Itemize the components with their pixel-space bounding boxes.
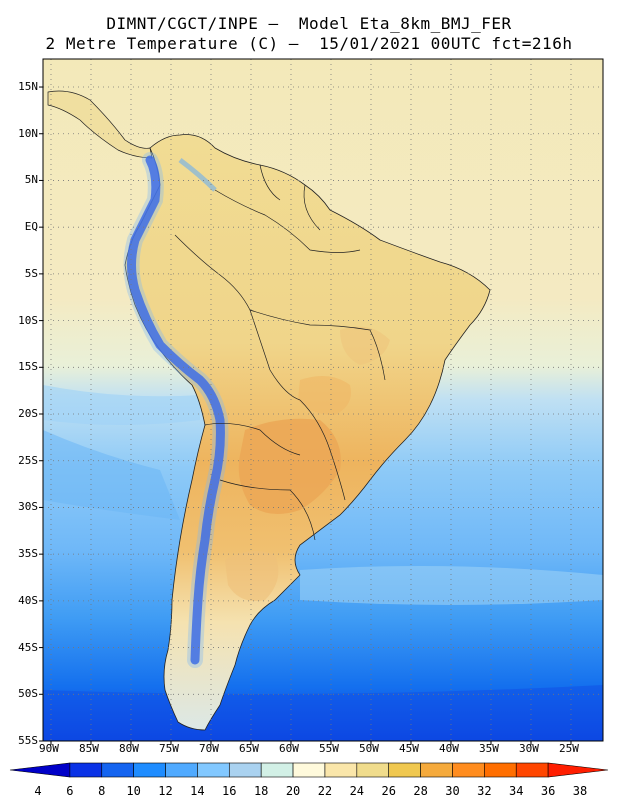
colorbar-tick-label: 20 [285,784,301,798]
colorbar-tick-label: 10 [126,784,141,798]
lat-lon-grid [39,59,603,745]
colorbar-tick-label: 24 [349,784,365,798]
lat-label: 45S [18,640,38,654]
colorbar-tick-label: 12 [158,784,173,798]
colorbar-tick-label: 22 [317,784,333,798]
colorbar-tick-label: 14 [190,784,205,798]
lat-label: 40S [18,593,38,607]
lon-label: 70W [199,742,219,755]
colorbar-segment [324,762,358,778]
lat-label: 5N [24,173,38,187]
lat-label: 10N [18,126,38,140]
lat-label: 5S [24,266,38,280]
warm-interior [238,418,341,514]
lon-label: 85W [79,742,99,755]
lon-label: 80W [119,742,139,755]
colorbar-segment [356,762,390,778]
lon-label: 55W [319,742,339,755]
lat-label: EQ [24,220,38,234]
colorbar-segment [388,762,421,778]
colorbar-segment [9,762,71,778]
colorbar-segment [484,762,517,778]
colorbar-segment [420,762,453,778]
colorbar-segment [515,762,549,778]
ocean-band-3 [300,566,603,605]
lon-label: 60W [279,742,299,755]
lon-label: 30W [519,742,539,755]
warm-interior-3 [340,326,390,365]
colorbar-tick-label: 4 [34,784,42,798]
colorbar-tick-label: 26 [381,784,396,798]
colorbar-segment [228,762,262,778]
colorbar-segment [101,762,134,778]
lon-label: 25W [559,742,579,755]
colorbar-tick-label: 8 [98,784,106,798]
colorbar-tick-label: 36 [540,784,556,798]
colorbar-tick-label: 32 [477,784,492,798]
andes-cool-margin [123,152,229,668]
colorbar-segment [133,762,166,778]
lat-label: 20S [18,407,38,420]
map-frame [42,58,604,742]
colorbar [9,762,609,778]
colorbar-segment [452,762,485,778]
lon-label: 90W [39,742,59,755]
warm-south [225,551,279,601]
ocean-band-1 [43,385,200,425]
lat-label: 35S [18,547,38,561]
lat-label: 10S [18,313,38,327]
colorbar-tick-label: 18 [253,784,269,798]
colorbar-segment [292,762,326,778]
lat-label: 50S [18,687,38,701]
ocean-band-2 [43,430,180,520]
colorbar-segment [260,762,294,778]
lon-label: 35W [479,742,499,755]
colorbar-tick-label: 34 [509,784,524,798]
colorbar-tick-label: 16 [222,784,237,798]
colorbar-tick-label: 38 [572,784,588,798]
colorbar-segment [165,762,198,778]
country-borders [174,164,386,541]
map-title-line1: DIMNT/CGCT/INPE – Model Eta_8km_BMJ_FER [106,14,512,33]
warm-interior-2 [298,376,351,415]
lon-label: 75W [159,742,179,755]
lat-label: 15S [18,360,38,374]
lat-label: 30S [18,500,38,514]
lon-label: 50W [359,742,379,755]
colorbar-tick-label: 28 [413,784,428,798]
colorbar-segment [547,762,609,778]
lat-label: 15N [18,80,38,94]
lon-label: 65W [239,742,259,755]
colorbar-tick-label: 30 [445,784,460,798]
map-title-line2: 2 Metre Temperature (C) – 15/01/2021 00U… [45,34,573,53]
colorbar-segment [69,762,103,778]
colorbar-segment [197,762,230,778]
lon-label: 40W [439,742,459,755]
colombia-cold-strip [178,158,217,192]
andes-cold-strip [127,155,225,665]
lat-label: 25S [18,453,38,467]
colorbar-tick-label: 6 [66,784,74,798]
lon-label: 45W [399,742,419,755]
lat-label: 55S [18,734,38,747]
